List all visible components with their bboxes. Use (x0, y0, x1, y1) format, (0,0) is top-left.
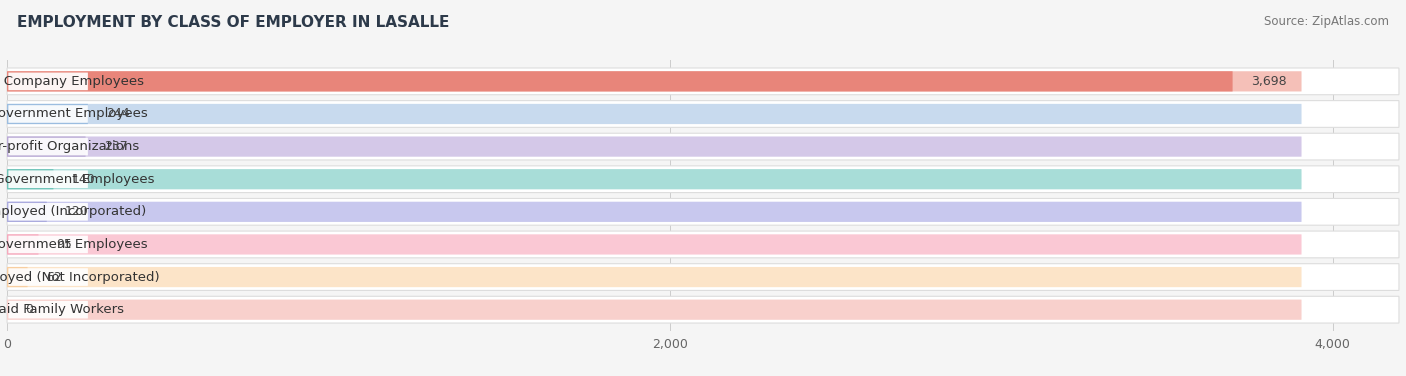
FancyBboxPatch shape (7, 68, 1399, 95)
FancyBboxPatch shape (7, 71, 1302, 91)
FancyBboxPatch shape (7, 267, 28, 287)
FancyBboxPatch shape (7, 101, 1399, 127)
Text: Local Government Employees: Local Government Employees (0, 108, 148, 120)
Text: Self-Employed (Not Incorporated): Self-Employed (Not Incorporated) (0, 271, 159, 284)
Text: 120: 120 (65, 205, 89, 218)
FancyBboxPatch shape (7, 166, 1399, 193)
FancyBboxPatch shape (7, 104, 1302, 124)
Text: Source: ZipAtlas.com: Source: ZipAtlas.com (1264, 15, 1389, 28)
FancyBboxPatch shape (7, 169, 53, 190)
Text: 0: 0 (25, 303, 34, 316)
Text: 62: 62 (46, 271, 62, 284)
FancyBboxPatch shape (7, 133, 1399, 160)
Text: Unpaid Family Workers: Unpaid Family Workers (0, 303, 124, 316)
Text: 95: 95 (56, 238, 73, 251)
FancyBboxPatch shape (8, 203, 89, 221)
Text: State Government Employees: State Government Employees (0, 238, 148, 251)
FancyBboxPatch shape (7, 300, 1302, 320)
Text: 244: 244 (105, 108, 129, 120)
Text: 140: 140 (72, 173, 96, 186)
Text: Self-Employed (Incorporated): Self-Employed (Incorporated) (0, 205, 146, 218)
FancyBboxPatch shape (8, 236, 89, 253)
Text: 237: 237 (104, 140, 128, 153)
FancyBboxPatch shape (7, 231, 1399, 258)
FancyBboxPatch shape (8, 138, 89, 155)
FancyBboxPatch shape (7, 169, 1302, 190)
FancyBboxPatch shape (7, 136, 86, 157)
Text: 3,698: 3,698 (1251, 75, 1286, 88)
FancyBboxPatch shape (7, 202, 1302, 222)
FancyBboxPatch shape (8, 73, 89, 90)
FancyBboxPatch shape (7, 71, 1233, 91)
Text: Federal Government Employees: Federal Government Employees (0, 173, 155, 186)
FancyBboxPatch shape (7, 267, 1302, 287)
FancyBboxPatch shape (7, 136, 1302, 157)
FancyBboxPatch shape (7, 264, 1399, 290)
FancyBboxPatch shape (7, 296, 1399, 323)
FancyBboxPatch shape (7, 202, 46, 222)
Text: Private Company Employees: Private Company Employees (0, 75, 143, 88)
FancyBboxPatch shape (8, 170, 89, 188)
FancyBboxPatch shape (7, 199, 1399, 225)
FancyBboxPatch shape (8, 301, 89, 318)
FancyBboxPatch shape (7, 234, 38, 255)
FancyBboxPatch shape (8, 268, 89, 286)
Text: EMPLOYMENT BY CLASS OF EMPLOYER IN LASALLE: EMPLOYMENT BY CLASS OF EMPLOYER IN LASAL… (17, 15, 450, 30)
Text: Not-for-profit Organizations: Not-for-profit Organizations (0, 140, 139, 153)
FancyBboxPatch shape (7, 104, 89, 124)
FancyBboxPatch shape (8, 105, 89, 123)
FancyBboxPatch shape (7, 234, 1302, 255)
